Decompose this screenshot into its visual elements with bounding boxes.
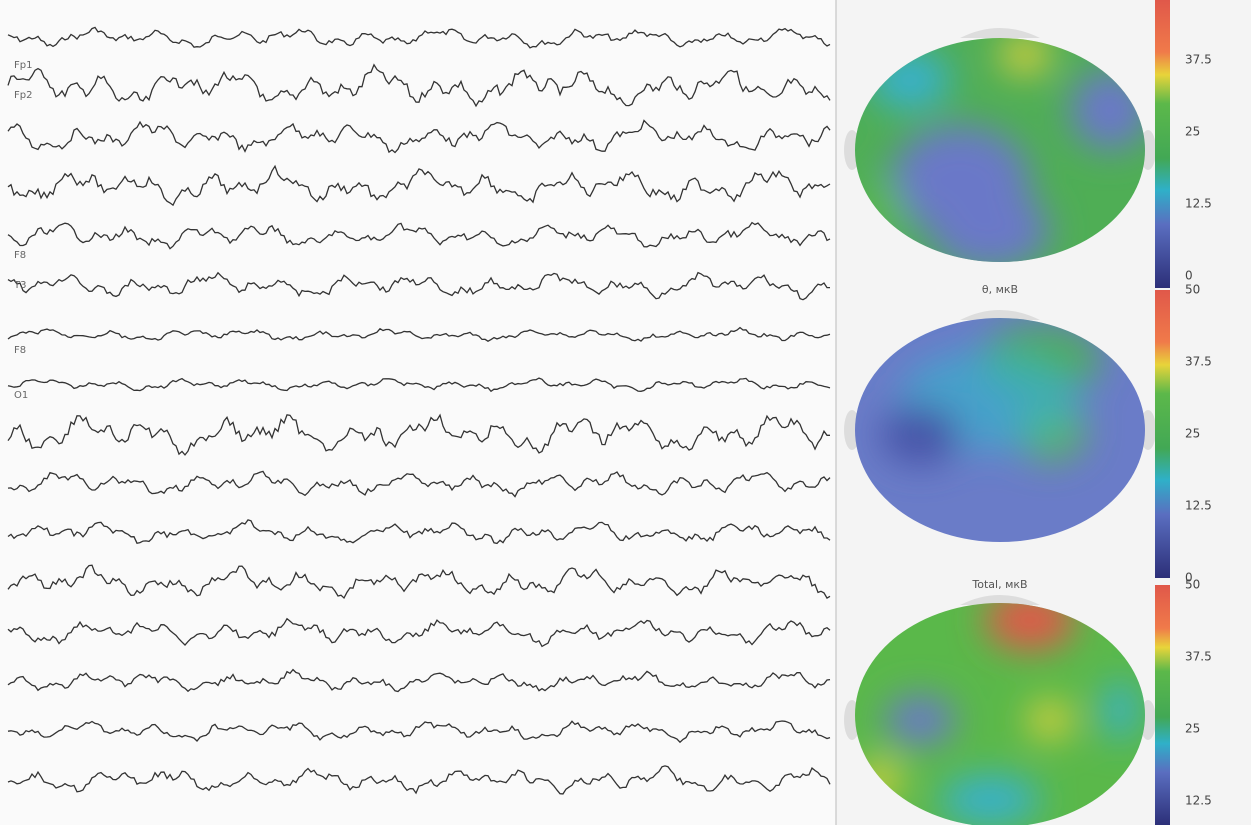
page: {"eeg": {"channels": ["Fp1", "Fp2", "F8"… (0, 0, 1251, 825)
map-caption: θ, мкВ (982, 283, 1018, 296)
scale-label: 25 (1185, 427, 1200, 441)
channel-label: Fp2 (14, 90, 32, 101)
scale-label: 37.5 (1185, 650, 1212, 664)
map-caption: Total, мкВ (971, 578, 1027, 591)
paper (0, 0, 836, 825)
scale-label: 12.5 (1185, 197, 1212, 211)
scale-label: 25 (1185, 125, 1200, 139)
channel-label: Fp1 (14, 60, 32, 71)
color-bar (1155, 290, 1170, 578)
color-bar (1155, 0, 1170, 288)
channel-label: F8 (14, 250, 26, 261)
scale-label: 50 (1185, 283, 1200, 297)
channel-label: F8 (14, 345, 26, 356)
scale-label: 25 (1185, 722, 1200, 736)
scale-label: 37.5 (1185, 355, 1212, 369)
scale-label: 12.5 (1185, 499, 1212, 513)
color-bar (1155, 585, 1170, 825)
scale-label: 50 (1185, 578, 1200, 592)
channel-label: T3 (13, 280, 26, 291)
scale-label: 37.5 (1185, 53, 1212, 67)
edge (1236, 0, 1251, 825)
channel-label: O1 (14, 390, 28, 401)
scale-label: 0 (1185, 269, 1193, 283)
photo: Fp1 Fp2 F8 T3 F8 O1 (0, 0, 1251, 825)
scale-label: 12.5 (1185, 794, 1212, 808)
